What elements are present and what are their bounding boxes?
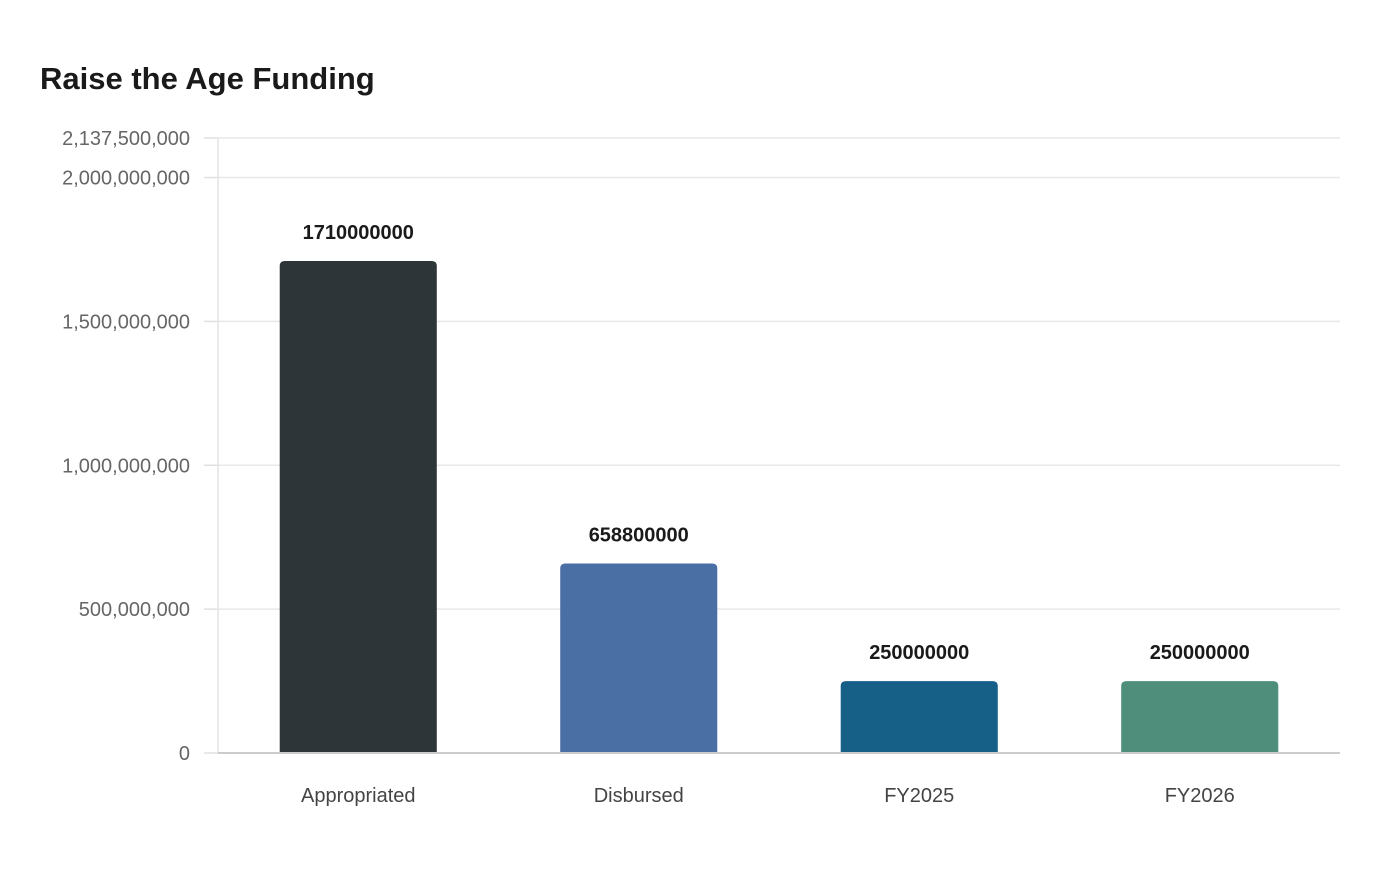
y-tick-label: 2,000,000,000 [62,168,190,190]
y-tick-label: 2,137,500,000 [62,128,190,150]
data-label-fy2026: 250000000 [1150,642,1250,664]
bars [279,261,1279,753]
data-label-disbursed: 658800000 [589,524,689,546]
bar-fy2025 [840,681,998,753]
bar-appropriated [279,261,437,753]
x-category-label-fy2026: FY2026 [1165,785,1235,807]
data-labels: 1710000000 658800000 250000000 250000000 [303,222,1250,664]
data-label-fy2025: 250000000 [869,642,969,664]
y-tick-label: 0 [179,743,190,765]
x-axis-category-labels: Appropriated Disbursed FY2025 FY2026 [301,785,1235,807]
y-tick-label: 1,500,000,000 [62,311,190,333]
x-category-label-fy2025: FY2025 [884,785,954,807]
y-tick-label: 500,000,000 [79,599,190,621]
y-tick-label: 1,000,000,000 [62,455,190,477]
data-label-appropriated: 1710000000 [303,222,414,244]
x-category-label-appropriated: Appropriated [301,785,416,807]
bar-fy2026 [1121,681,1279,753]
y-axis-tick-labels: 0 500,000,000 1,000,000,000 1,500,000,000 2,… [62,128,190,765]
bar-disbursed [560,563,718,753]
axes [204,137,219,754]
chart-title: Raise the Age Funding [40,61,375,96]
x-category-label-disbursed: Disbursed [594,785,684,807]
